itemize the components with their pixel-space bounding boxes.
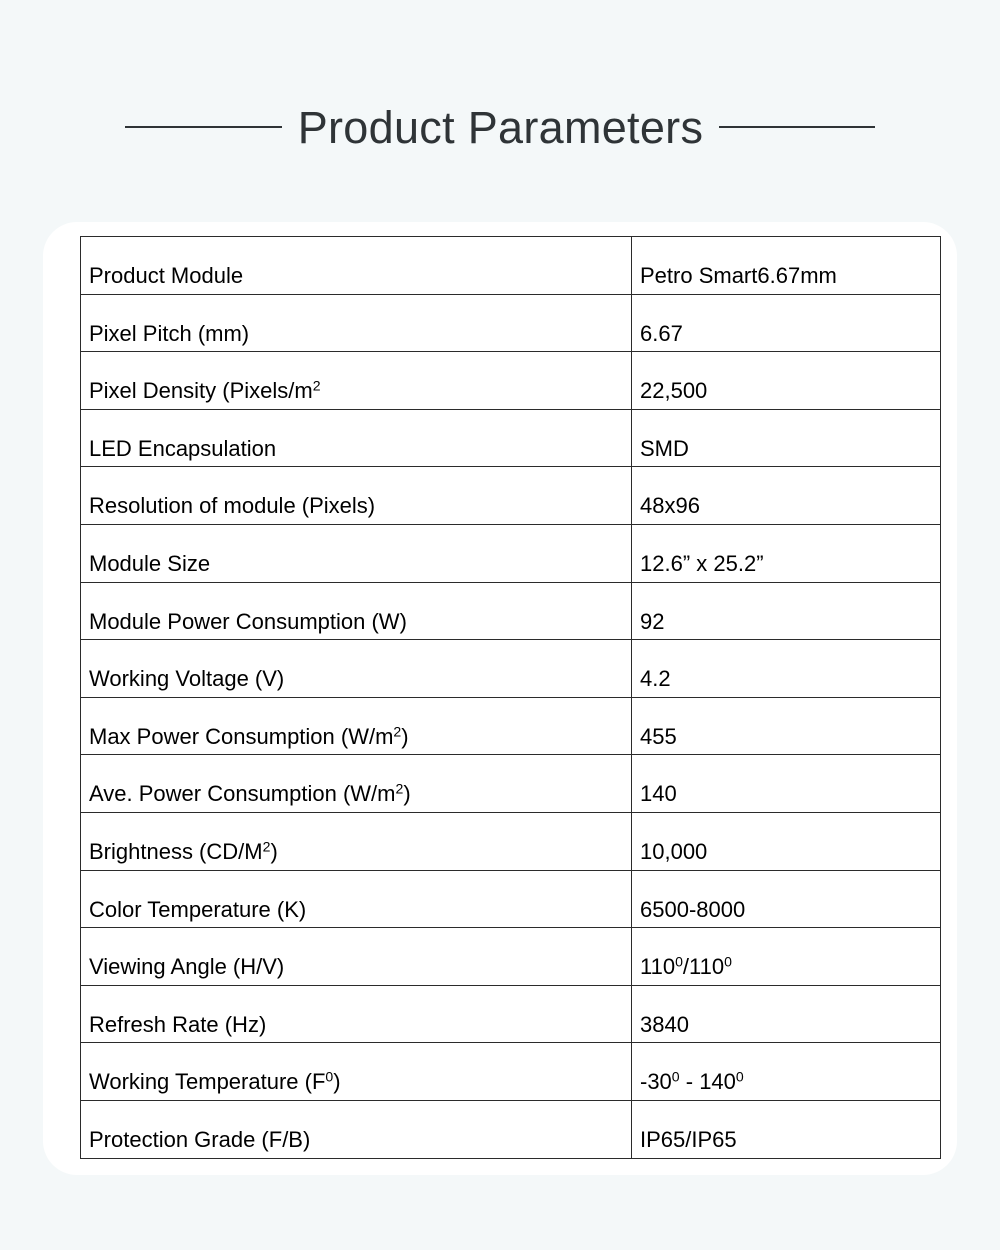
spec-value-cell: SMD xyxy=(631,408,941,468)
spec-value-cell: 140 xyxy=(631,754,941,813)
table-row: Working Voltage (V) 4.2 xyxy=(80,639,941,698)
table-row: Resolution of module (Pixels) 48x96 xyxy=(80,466,941,525)
title-right-rule xyxy=(719,126,876,128)
table-row: LED Encapsulation SMD xyxy=(80,408,941,468)
spec-value-cell: 48x96 xyxy=(631,466,941,525)
spec-name-cell: Pixel Pitch (mm) xyxy=(80,293,632,353)
spec-value-cell: Petro Smart6.67mm xyxy=(631,236,941,295)
page-title-block: Product Parameters xyxy=(0,92,1000,162)
spec-name-cell: Brightness (CD/M2) xyxy=(80,811,632,871)
spec-name-cell: Product Module xyxy=(80,236,632,295)
spec-name-cell: Working Temperature (F0) xyxy=(80,1042,632,1101)
spec-name-cell: Refresh Rate (Hz) xyxy=(80,984,632,1044)
page-title: Product Parameters xyxy=(297,101,704,153)
spec-name-cell: Resolution of module (Pixels) xyxy=(80,466,632,525)
spec-name-cell: Pixel Density (Pixels/m2 xyxy=(80,351,632,410)
table-row: Pixel Density (Pixels/m2 22,500 xyxy=(80,351,941,410)
spec-value-cell: IP65/IP65 xyxy=(631,1099,941,1159)
table-row: Max Power Consumption (W/m2) 455 xyxy=(80,696,941,756)
spec-value-cell: 3840 xyxy=(631,984,941,1044)
spec-value-cell: 4.2 xyxy=(631,639,941,698)
spec-name-cell: Module Power Consumption (W) xyxy=(80,581,632,641)
table-row: Viewing Angle (H/V) 1100/1100 xyxy=(80,927,941,986)
spec-name-cell: Working Voltage (V) xyxy=(80,639,632,698)
table-body: Product Module Petro Smart6.67mm Pixel Pit… xyxy=(80,236,941,1159)
spec-value-cell: 6500-8000 xyxy=(631,869,941,929)
spec-value-cell: 92 xyxy=(631,581,941,641)
product-parameters-table: Product Module Petro Smart6.67mm Pixel Pit… xyxy=(80,236,941,1159)
spec-value-cell: -300 - 1400 xyxy=(631,1042,941,1101)
spec-name-cell: LED Encapsulation xyxy=(80,408,632,468)
spec-name-cell: Max Power Consumption (W/m2) xyxy=(80,696,632,756)
title-left-rule xyxy=(124,126,282,128)
table-row: Working Temperature (F0) -300 - 1400 xyxy=(80,1042,941,1101)
spec-value-cell: 10,000 xyxy=(631,811,941,871)
table-row: Refresh Rate (Hz) 3840 xyxy=(80,984,941,1044)
table-row: Product Module Petro Smart6.67mm xyxy=(80,236,941,295)
table-row: Module Power Consumption (W) 92 xyxy=(80,581,941,641)
spec-value-cell: 1100/1100 xyxy=(631,927,941,986)
table-row: Pixel Pitch (mm) 6.67 xyxy=(80,293,941,353)
table-row: Color Temperature (K) 6500-8000 xyxy=(80,869,941,929)
spec-value-cell: 455 xyxy=(631,696,941,756)
spec-value-cell: 22,500 xyxy=(631,351,941,410)
table-row: Protection Grade (F/B) IP65/IP65 xyxy=(80,1099,941,1159)
spec-name-cell: Viewing Angle (H/V) xyxy=(80,927,632,986)
spec-name-cell: Protection Grade (F/B) xyxy=(80,1099,632,1159)
spec-value-cell: 6.67 xyxy=(631,293,941,353)
spec-name-cell: Module Size xyxy=(80,523,632,583)
table-row: Brightness (CD/M2) 10,000 xyxy=(80,811,941,871)
spec-value-cell: 12.6” x 25.2” xyxy=(631,523,941,583)
table-row: Ave. Power Consumption (W/m2) 140 xyxy=(80,754,941,813)
spec-name-cell: Ave. Power Consumption (W/m2) xyxy=(80,754,632,813)
table-row: Module Size 12.6” x 25.2” xyxy=(80,523,941,583)
spec-name-cell: Color Temperature (K) xyxy=(80,869,632,929)
